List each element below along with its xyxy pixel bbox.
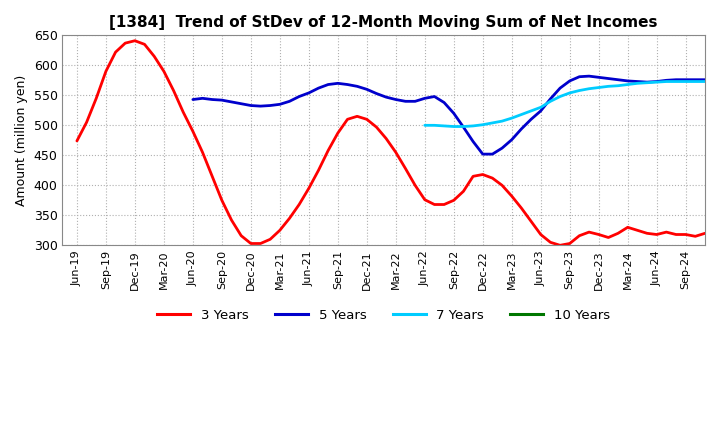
7 Years — [430, 123, 438, 128]
Y-axis label: Amount (million yen): Amount (million yen) — [15, 75, 28, 206]
Title: [1384]  Trend of StDev of 12-Month Moving Sum of Net Incomes: [1384] Trend of StDev of 12-Month Moving… — [109, 15, 658, 30]
7 Years — [681, 79, 690, 84]
7 Years — [701, 79, 709, 84]
7 Years — [643, 80, 652, 85]
3 Years — [362, 117, 371, 122]
5 Years — [585, 73, 593, 79]
7 Years — [652, 80, 661, 85]
5 Years — [382, 95, 390, 100]
Legend: 3 Years, 5 Years, 7 Years, 10 Years: 3 Years, 5 Years, 7 Years, 10 Years — [152, 303, 616, 327]
Line: 5 Years: 5 Years — [193, 76, 705, 154]
7 Years — [420, 123, 429, 128]
7 Years — [691, 79, 700, 84]
7 Years — [498, 118, 506, 124]
7 Years — [546, 99, 554, 104]
7 Years — [613, 83, 622, 88]
7 Years — [527, 108, 536, 114]
7 Years — [556, 94, 564, 99]
5 Years — [478, 151, 487, 157]
Line: 7 Years: 7 Years — [425, 81, 705, 127]
7 Years — [585, 86, 593, 92]
7 Years — [595, 85, 603, 90]
Line: 3 Years: 3 Years — [77, 41, 705, 246]
5 Years — [498, 146, 506, 151]
7 Years — [575, 88, 584, 93]
7 Years — [459, 124, 468, 129]
3 Years — [130, 38, 139, 44]
7 Years — [449, 124, 458, 129]
5 Years — [189, 97, 197, 102]
7 Years — [517, 112, 526, 117]
5 Years — [701, 77, 709, 82]
7 Years — [440, 123, 449, 128]
7 Years — [508, 115, 516, 121]
3 Years — [73, 138, 81, 143]
3 Years — [276, 227, 284, 233]
3 Years — [701, 231, 709, 236]
7 Years — [662, 79, 670, 84]
3 Years — [353, 114, 361, 119]
7 Years — [478, 122, 487, 127]
7 Years — [624, 82, 632, 87]
3 Years — [585, 230, 593, 235]
7 Years — [565, 90, 574, 95]
5 Years — [546, 96, 554, 102]
3 Years — [237, 233, 246, 238]
7 Years — [633, 81, 642, 86]
7 Years — [469, 123, 477, 128]
3 Years — [121, 40, 130, 46]
5 Years — [276, 102, 284, 107]
7 Years — [604, 84, 613, 89]
7 Years — [488, 120, 497, 125]
7 Years — [672, 79, 680, 84]
5 Years — [508, 137, 516, 143]
7 Years — [536, 105, 545, 110]
5 Years — [469, 139, 477, 144]
3 Years — [556, 243, 564, 248]
